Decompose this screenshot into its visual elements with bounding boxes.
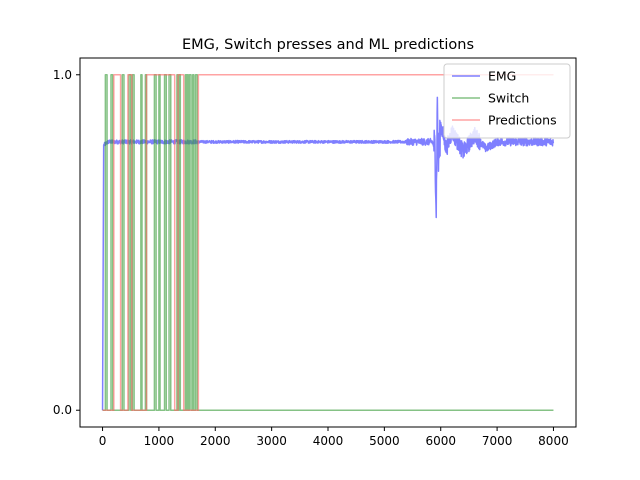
plot-area bbox=[101, 74, 555, 411]
chart-title: EMG, Switch presses and ML predictions bbox=[182, 37, 474, 53]
x-tick-label: 5000 bbox=[369, 434, 400, 448]
legend-label-emg: EMG bbox=[488, 69, 516, 84]
x-tick-label: 2000 bbox=[200, 434, 231, 448]
legend: EMG Switch Predictions bbox=[443, 63, 571, 139]
legend-label-switch: Switch bbox=[488, 91, 529, 106]
x-tick-label: 6000 bbox=[425, 434, 456, 448]
series-line-predictions bbox=[102, 74, 554, 411]
x-tick-label: 3000 bbox=[256, 434, 287, 448]
x-tick-label: 4000 bbox=[313, 434, 344, 448]
x-axis: 0 1000 2000 3000 4000 5000 6000 7000 8000 bbox=[99, 427, 569, 448]
x-tick-label: 8000 bbox=[538, 434, 569, 448]
x-tick-label: 1000 bbox=[144, 434, 175, 448]
legend-label-predictions: Predictions bbox=[488, 113, 557, 128]
x-tick-label: 7000 bbox=[482, 434, 513, 448]
y-tick-label: 0.0 bbox=[53, 403, 72, 417]
y-tick-label: 1.0 bbox=[53, 68, 72, 82]
y-axis: 0.0 1.0 bbox=[53, 68, 80, 417]
x-tick-label: 0 bbox=[99, 434, 107, 448]
